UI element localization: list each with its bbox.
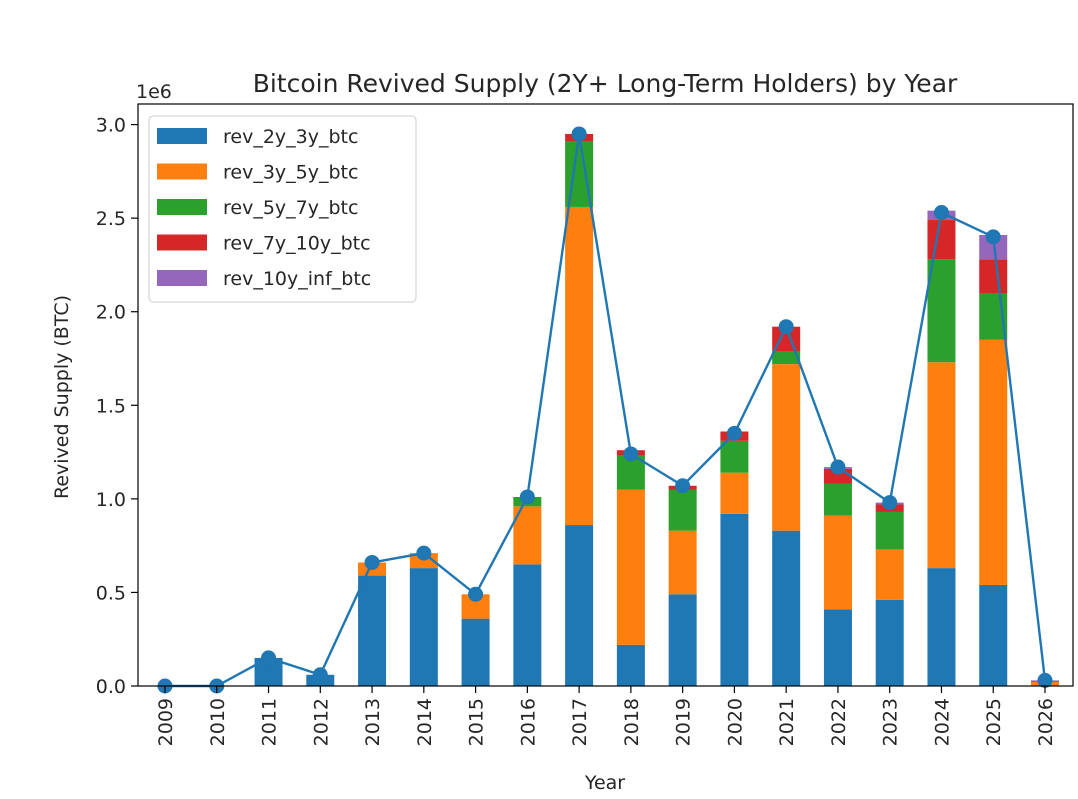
x-tick-label: 2024: [931, 698, 953, 746]
total-point-2019: [675, 478, 691, 494]
bar-rev_2y_3y_btc-2015: [461, 618, 490, 686]
bar-rev_2y_3y_btc-2024: [927, 568, 956, 686]
total-point-2022: [830, 459, 846, 475]
total-point-2023: [882, 495, 898, 511]
x-tick-label: 2019: [673, 698, 695, 746]
bar-rev_2y_3y_btc-2025: [979, 584, 1008, 686]
plot-layer: 0.0 0.5 1.0 1.5 2.0 2.5 3.0 2009 2010 2011 2012 201…: [96, 115, 1059, 746]
bar-rev_3y_5y_btc-2019: [668, 530, 697, 595]
x-tick-label: 2012: [310, 698, 332, 746]
total-point-2020: [726, 425, 742, 441]
total-point-2018: [623, 446, 639, 462]
legend-label-rev_7y_10y_btc: rev_7y_10y_btc: [223, 233, 371, 255]
bar-rev_2y_3y_btc-2021: [772, 530, 801, 686]
x-tick-label: 2026: [1035, 698, 1057, 746]
total-point-2024: [933, 205, 949, 221]
x-tick-label: 2013: [362, 698, 384, 746]
bar-rev_2y_3y_btc-2020: [720, 513, 749, 686]
x-tick-label: 2016: [517, 698, 539, 746]
y-tick-label: 2.5: [96, 208, 126, 230]
bar-rev_2y_3y_btc-2016: [513, 564, 542, 686]
x-tick-label: 2018: [621, 698, 643, 746]
bar-rev_5y_7y_btc-2023: [875, 511, 904, 550]
bar-rev_3y_5y_btc-2021: [772, 364, 801, 531]
bar-rev_5y_7y_btc-2022: [823, 483, 852, 516]
y-tick-label: 1.0: [96, 489, 126, 511]
bar-rev_2y_3y_btc-2017: [565, 525, 594, 686]
legend-swatch-rev_10y_inf_btc: [157, 270, 207, 286]
x-tick-label: 2015: [466, 698, 488, 746]
bar-rev_2y_3y_btc-2018: [616, 644, 645, 686]
total-point-2021: [778, 319, 794, 335]
x-tick-label: 2009: [155, 698, 177, 746]
legend-swatch-rev_3y_5y_btc: [157, 163, 207, 180]
y-tick-label: 2.0: [96, 302, 126, 324]
x-tick-label: 2011: [259, 698, 281, 746]
total-line: [165, 133, 1047, 688]
x-tick-label: 2017: [569, 698, 591, 746]
y-axis-label: Revived Supply (BTC): [51, 295, 73, 499]
plot-frame: [137, 103, 1074, 687]
bar-rev_2y_3y_btc-2022: [823, 609, 852, 686]
bar-rev_3y_5y_btc-2024: [927, 362, 956, 569]
bar-rev_3y_5y_btc-2023: [875, 549, 904, 600]
total-point-2017: [571, 126, 587, 142]
x-tick-label: 2010: [207, 698, 229, 746]
y-tick-label: 1.5: [96, 395, 126, 417]
total-point-2012: [312, 667, 328, 683]
bar-rev_3y_5y_btc-2022: [823, 515, 852, 610]
legend: rev_2y_3y_btc rev_3y_5y_btc rev_5y_7y_btcr…: [148, 115, 417, 303]
legend-label-rev_3y_5y_btc: rev_3y_5y_btc: [223, 162, 358, 184]
bar-rev_3y_5y_btc-2020: [720, 472, 749, 514]
bar-rev_7y_10y_btc-2024: [927, 220, 956, 260]
total-point-2013: [364, 554, 380, 570]
legend-swatch-rev_5y_7y_btc: [157, 199, 207, 215]
x-tick-label: 2022: [828, 698, 850, 746]
legend-label-rev_10y_inf_btc: rev_10y_inf_btc: [223, 268, 371, 290]
y-axis-multiplier: 1e6: [136, 81, 172, 103]
bar-rev_2y_3y_btc-2023: [875, 599, 904, 686]
chart-title: Bitcoin Revived Supply (2Y+ Long-Term Ho…: [253, 69, 958, 98]
total-point-2011: [261, 650, 277, 666]
legend-label-rev_2y_3y_btc: rev_2y_3y_btc: [223, 126, 358, 148]
x-tick-label: 2021: [776, 698, 798, 746]
x-tick-label: 2020: [724, 698, 746, 746]
bar-rev_5y_7y_btc-2021: [772, 351, 801, 365]
x-tick-label: 2025: [983, 698, 1005, 746]
legend-label-rev_5y_7y_btc: rev_5y_7y_btc: [223, 197, 358, 219]
total-point-2016: [519, 489, 535, 505]
legend-box: [148, 115, 417, 303]
bar-rev_5y_7y_btc-2020: [720, 440, 749, 473]
bar-rev_3y_5y_btc-2017: [565, 206, 594, 526]
y-tick-label: 3.0: [96, 115, 126, 137]
total-point-2025: [985, 229, 1001, 245]
total-point-2015: [468, 586, 484, 602]
y-tick-label: 0.0: [96, 676, 126, 698]
x-axis-label: Year: [584, 772, 625, 794]
legend-swatch-rev_7y_10y_btc: [157, 234, 207, 251]
legend-swatch-rev_2y_3y_btc: [157, 128, 207, 144]
x-tick-label: 2014: [414, 698, 436, 746]
bar-rev_7y_10y_btc-2025: [979, 259, 1008, 294]
bar-rev_2y_3y_btc-2014: [409, 568, 438, 686]
bar-rev_3y_5y_btc-2018: [616, 489, 645, 645]
bar-rev_5y_7y_btc-2019: [668, 489, 697, 531]
x-tick-label: 2023: [880, 698, 902, 746]
total-point-2014: [416, 545, 432, 561]
bar-rev_5y_7y_btc-2024: [927, 259, 956, 363]
y-tick-label: 0.5: [96, 582, 126, 604]
bar-rev_2y_3y_btc-2019: [668, 594, 697, 686]
bar-rev_2y_3y_btc-2013: [358, 575, 387, 686]
bar-rev_3y_5y_btc-2025: [979, 339, 1008, 585]
total-point-2026: [1037, 672, 1053, 688]
